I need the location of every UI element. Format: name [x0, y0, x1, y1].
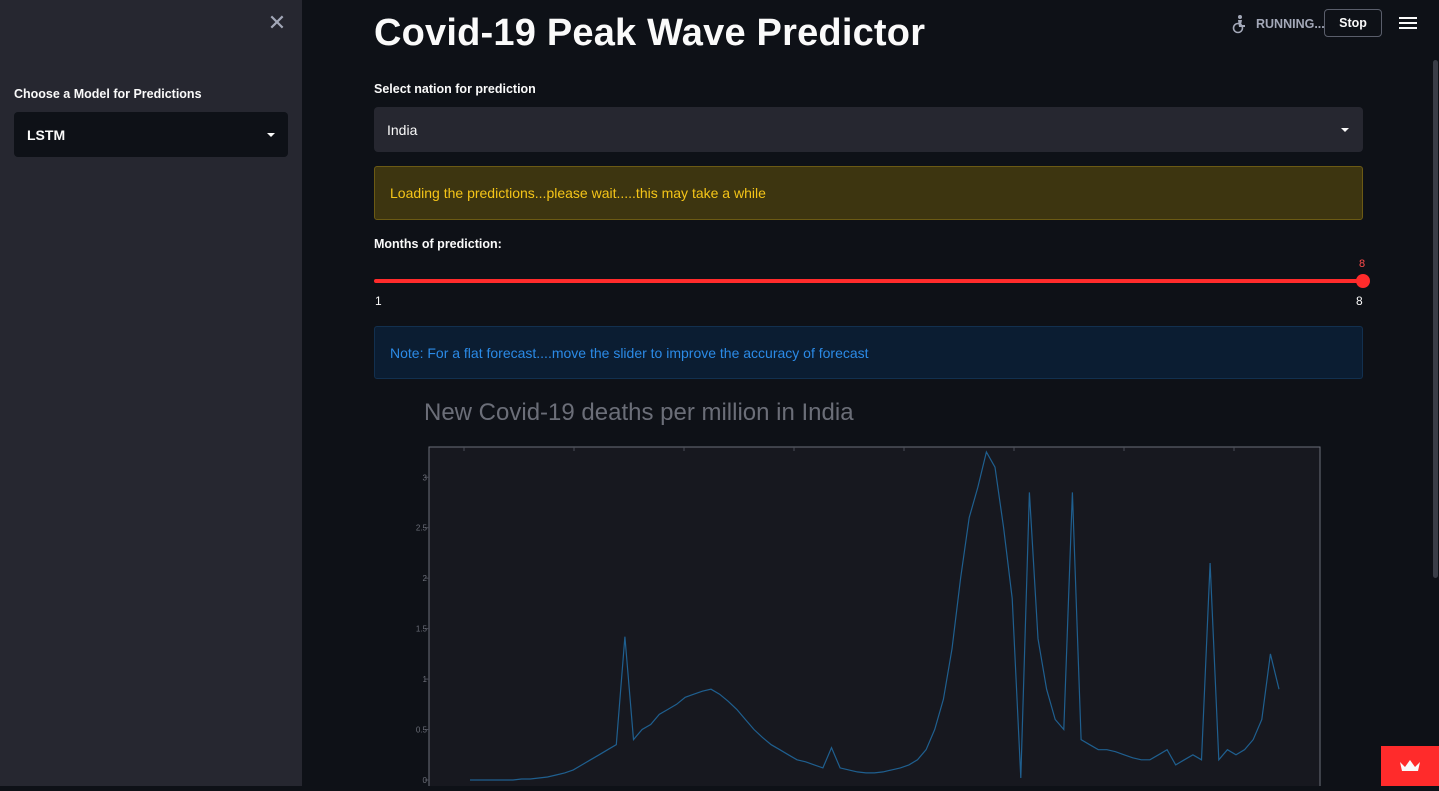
- model-select-value: LSTM: [27, 126, 66, 143]
- months-slider-label: Months of prediction:: [374, 237, 502, 251]
- chart-container: New Covid-19 deaths per million in India…: [374, 380, 1363, 791]
- deaths-chart: New Covid-19 deaths per million in India…: [374, 380, 1363, 791]
- nation-select-label: Select nation for prediction: [374, 82, 536, 96]
- slider-max-label: 8: [1356, 294, 1363, 308]
- series-line: [470, 450, 1280, 781]
- crown-icon: [1400, 760, 1420, 771]
- close-icon[interactable]: ✕: [267, 10, 287, 35]
- nation-select[interactable]: India: [374, 107, 1363, 152]
- y-tick-label: 0.5: [416, 726, 428, 735]
- running-status: RUNNING...: [1230, 13, 1325, 35]
- loading-warning: Loading the predictions...please wait...…: [374, 166, 1363, 220]
- y-tick-label: 0: [423, 776, 428, 785]
- slider-current-value: 8: [1359, 258, 1366, 270]
- y-tick-label: 1: [423, 675, 428, 684]
- y-axis: 0 0.5 1 1.5 2 2.5 3: [416, 473, 429, 785]
- chevron-down-icon: [267, 132, 275, 137]
- y-tick-label: 2.5: [416, 524, 428, 533]
- slider-min-label: 1: [375, 294, 382, 308]
- nation-select-value: India: [387, 121, 418, 138]
- chart-title: New Covid-19 deaths per million in India: [424, 399, 854, 426]
- y-tick-label: 3: [423, 473, 428, 482]
- page-title: Covid-19 Peak Wave Predictor: [374, 12, 926, 54]
- forecast-note-text: Note: For a flat forecast....move the sl…: [390, 344, 869, 361]
- page-scrollbar[interactable]: [1433, 60, 1438, 578]
- model-select[interactable]: LSTM: [14, 112, 288, 157]
- running-man-icon: [1232, 15, 1245, 34]
- y-tick-label: 2: [423, 574, 428, 583]
- months-slider-handle[interactable]: [1356, 274, 1370, 288]
- model-select-label: Choose a Model for Predictions: [14, 87, 202, 101]
- chevron-down-icon: [1341, 127, 1349, 132]
- forecast-note: Note: For a flat forecast....move the sl…: [374, 326, 1363, 379]
- streamlit-badge[interactable]: [1381, 746, 1439, 786]
- sidebar: ✕ Choose a Model for Predictions LSTM: [0, 0, 302, 786]
- y-tick-label: 1.5: [416, 625, 428, 634]
- stop-button[interactable]: Stop: [1324, 9, 1382, 37]
- plot-area: [428, 446, 1321, 791]
- months-slider-track[interactable]: [374, 279, 1363, 283]
- running-status-text: RUNNING...: [1256, 17, 1325, 31]
- hamburger-menu-icon[interactable]: [1399, 14, 1417, 34]
- loading-warning-text: Loading the predictions...please wait...…: [390, 185, 766, 201]
